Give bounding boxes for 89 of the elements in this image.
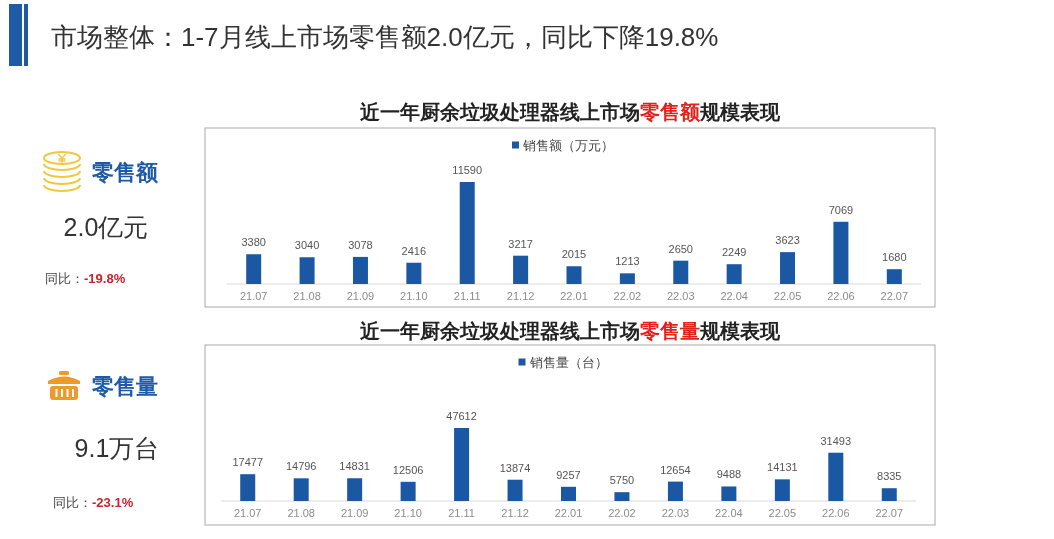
x-tick-label: 22.05 bbox=[773, 290, 802, 302]
bar bbox=[886, 269, 902, 284]
bar bbox=[721, 486, 737, 501]
x-tick-label: 21.10 bbox=[400, 290, 428, 302]
bar bbox=[293, 478, 309, 501]
x-tick-label: 22.04 bbox=[720, 290, 748, 302]
x-tick-label: 22.02 bbox=[608, 507, 636, 519]
bar bbox=[459, 182, 475, 284]
bar bbox=[352, 256, 368, 284]
x-tick-label: 22.05 bbox=[768, 507, 797, 519]
bar bbox=[406, 262, 422, 284]
bar bbox=[667, 481, 683, 501]
data-label: 9488 bbox=[716, 468, 742, 481]
x-tick-label: 21.08 bbox=[287, 507, 315, 519]
bar bbox=[614, 492, 630, 501]
x-tick-label: 21.11 bbox=[453, 290, 481, 302]
data-label: 31493 bbox=[820, 434, 852, 447]
x-tick-label: 22.02 bbox=[613, 290, 642, 302]
bar bbox=[240, 474, 256, 501]
x-tick-label: 21.11 bbox=[448, 507, 475, 519]
text: 零售量 bbox=[92, 373, 158, 399]
x-tick-label: 21.12 bbox=[501, 507, 529, 519]
data-label: 3217 bbox=[508, 237, 533, 250]
data-label: 17477 bbox=[232, 456, 264, 469]
x-tick-label: 21.09 bbox=[340, 507, 369, 519]
bar bbox=[347, 478, 363, 501]
x-tick-label: 22.06 bbox=[827, 290, 855, 302]
legend-label: 销售额（万元） bbox=[522, 137, 614, 153]
bar bbox=[828, 452, 844, 501]
data-label: 5750 bbox=[609, 474, 635, 487]
data-label: 2249 bbox=[721, 246, 747, 259]
data-label: 3040 bbox=[294, 239, 320, 252]
data-label: 2650 bbox=[668, 242, 694, 255]
bar bbox=[400, 481, 416, 501]
bar bbox=[299, 257, 315, 284]
x-tick-label: 22.03 bbox=[661, 507, 690, 519]
bar bbox=[726, 264, 742, 284]
data-label: 14131 bbox=[767, 461, 798, 474]
bar bbox=[507, 479, 523, 501]
data-label: 3623 bbox=[775, 234, 800, 247]
text: 9.1万台 bbox=[74, 434, 160, 462]
x-tick-label: 22.03 bbox=[667, 290, 695, 302]
data-label: 1680 bbox=[882, 251, 907, 264]
bar bbox=[881, 488, 897, 501]
text: 同比：-19.8% bbox=[45, 270, 126, 286]
data-label: 3078 bbox=[348, 238, 373, 251]
chart-title: 近一年厨余垃圾处理器线上市场零售额规模表现 bbox=[359, 101, 781, 123]
bar bbox=[246, 254, 262, 284]
data-label: 11590 bbox=[452, 164, 483, 176]
data-label: 14796 bbox=[285, 460, 317, 473]
legend-label: 销售量（台） bbox=[528, 354, 608, 370]
data-label: 14831 bbox=[339, 460, 370, 473]
bar bbox=[673, 260, 689, 284]
text: 2.0亿元 bbox=[63, 213, 149, 241]
x-tick-label: 22.07 bbox=[875, 507, 904, 519]
bar bbox=[774, 479, 790, 501]
x-tick-label: 21.07 bbox=[239, 290, 268, 302]
x-tick-label: 22.04 bbox=[715, 507, 743, 519]
bar bbox=[780, 252, 796, 284]
x-tick-label: 22.06 bbox=[822, 507, 850, 519]
x-tick-label: 22.07 bbox=[880, 290, 909, 302]
data-label: 2416 bbox=[401, 244, 427, 257]
x-tick-label: 21.08 bbox=[293, 290, 321, 302]
data-label: 3380 bbox=[241, 236, 266, 249]
data-label: 8335 bbox=[877, 470, 902, 483]
text: 零售额 bbox=[92, 159, 159, 185]
chart-title: 近一年厨余垃圾处理器线上市场零售量规模表现 bbox=[359, 320, 781, 342]
x-tick-label: 22.01 bbox=[560, 290, 588, 302]
x-tick-label: 21.07 bbox=[233, 507, 262, 519]
data-label: 13874 bbox=[499, 461, 531, 474]
data-label: 2015 bbox=[561, 248, 587, 261]
bar bbox=[513, 255, 529, 284]
bar bbox=[454, 428, 470, 501]
x-tick-label: 21.09 bbox=[346, 290, 375, 302]
x-tick-label: 21.12 bbox=[506, 290, 535, 302]
data-label: 12654 bbox=[660, 463, 691, 476]
x-tick-label: 22.01 bbox=[554, 507, 583, 519]
bar bbox=[833, 221, 849, 284]
data-label: 12506 bbox=[392, 463, 424, 476]
text: 同比：-23.1% bbox=[53, 494, 134, 510]
bar bbox=[561, 486, 576, 501]
data-label: 47612 bbox=[446, 410, 477, 422]
text: 市场整体：1-7月线上市场零售额2.0亿元，同比下降19.8% bbox=[51, 22, 719, 52]
data-label: 9257 bbox=[556, 468, 581, 481]
bar bbox=[619, 273, 635, 284]
x-tick-label: 21.10 bbox=[394, 507, 422, 519]
data-label: 1213 bbox=[615, 255, 640, 268]
data-label: 7069 bbox=[828, 203, 854, 216]
bar bbox=[566, 266, 582, 284]
